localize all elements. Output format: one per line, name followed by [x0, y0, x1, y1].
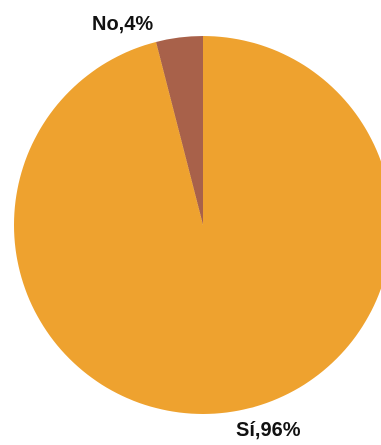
- slice-label-no: No,4%: [92, 13, 153, 35]
- pie-slice-s-: [14, 36, 381, 414]
- slice-label-si: Sí,96%: [236, 419, 301, 440]
- pie-slice-no: [155, 36, 203, 225]
- pie-slices: [14, 36, 381, 414]
